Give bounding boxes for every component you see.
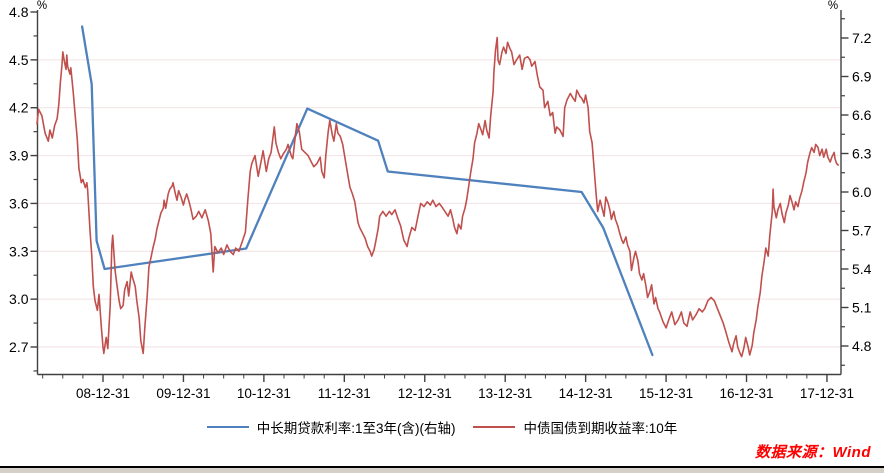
- gridlines: [37, 59, 841, 348]
- y-axis-right-label: 5.1: [852, 300, 872, 316]
- x-axis-label: 16-12-31: [719, 386, 773, 401]
- y-axis-right-unit: %: [828, 0, 838, 12]
- y-axis-right-label: 6.9: [852, 69, 872, 85]
- x-axis-ticks: 08-12-31 09-12-31 10-12-31 11-12-31 12-12-31…: [42, 374, 854, 401]
- series-cgb-10y-yield: [36, 36, 840, 358]
- y-axis-right-label: 5.7: [852, 223, 872, 239]
- y-axis-right-ticks: 7.2 6.9 6.6 6.3 6.0 5.7 5.4 5.1 4.8%: [828, 0, 872, 366]
- y-axis-left-label: 3.9: [9, 148, 29, 164]
- y-axis-right-label: 6.3: [852, 146, 872, 162]
- x-axis-label: 11-12-31: [318, 386, 371, 401]
- x-axis-label: 17-12-31: [800, 386, 854, 401]
- y-axis-right-label: 6.6: [852, 107, 872, 123]
- x-axis-label: 08-12-31: [76, 386, 130, 401]
- y-axis-right-label: 5.4: [852, 261, 872, 277]
- x-axis-label: 14-12-31: [559, 386, 613, 401]
- chart-legend: 中长期贷款利率:1至3年(含)(右轴) 中债国债到期收益率:10年: [0, 417, 884, 437]
- window-edge-strip: [0, 468, 884, 473]
- x-axis-label: 15-12-31: [639, 386, 693, 401]
- y-axis-right-label: 7.2: [852, 30, 872, 46]
- y-axis-left-label: 4.8: [9, 4, 29, 20]
- legend-line-blue-icon: [206, 426, 249, 428]
- series-loan-rate-1to3y: [80, 25, 654, 357]
- window-bottom-border: [0, 466, 884, 468]
- y-axis-right-label: 6.0: [852, 184, 872, 200]
- legend-label-loan-rate: 中长期贷款利率:1至3年(含)(右轴): [256, 421, 456, 436]
- y-axis-left-unit: %: [37, 0, 47, 12]
- y-axis-right-label: 4.8: [852, 338, 872, 354]
- legend-item-loan-rate: 中长期贷款利率:1至3年(含)(右轴): [206, 417, 456, 437]
- data-source-label: 数据来源：Wind: [754, 444, 871, 461]
- y-axis-left-label: 3.6: [9, 195, 29, 211]
- legend-item-bond-yield: 中债国债到期收益率:10年: [473, 417, 677, 437]
- y-axis-left-label: 4.2: [9, 100, 29, 116]
- x-axis-label: 13-12-31: [478, 386, 532, 401]
- chart-canvas: 4.8 4.5 4.2 3.9 3.6 3.3 3.0 2.7% 7.2 6.9 6.6 6.3 6.0…: [9, 0, 872, 401]
- y-axis-left-label: 2.7: [9, 339, 29, 355]
- y-axis-left-label: 3.0: [9, 291, 29, 307]
- x-axis-label: 09-12-31: [156, 386, 210, 401]
- x-axis-label: 12-12-31: [398, 386, 452, 401]
- axes: [36, 10, 842, 376]
- legend-line-red-icon: [473, 426, 516, 428]
- y-axis-left-ticks: 4.8 4.5 4.2 3.9 3.6 3.3 3.0 2.7%: [9, 0, 47, 372]
- y-axis-left-label: 4.5: [9, 52, 29, 68]
- legend-label-bond-yield: 中债国债到期收益率:10年: [523, 421, 678, 436]
- x-axis-label: 10-12-31: [237, 386, 291, 401]
- y-axis-left-label: 3.3: [9, 243, 29, 259]
